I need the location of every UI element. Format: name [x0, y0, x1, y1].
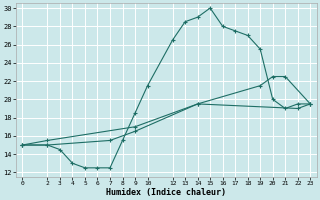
X-axis label: Humidex (Indice chaleur): Humidex (Indice chaleur) [106, 188, 226, 197]
